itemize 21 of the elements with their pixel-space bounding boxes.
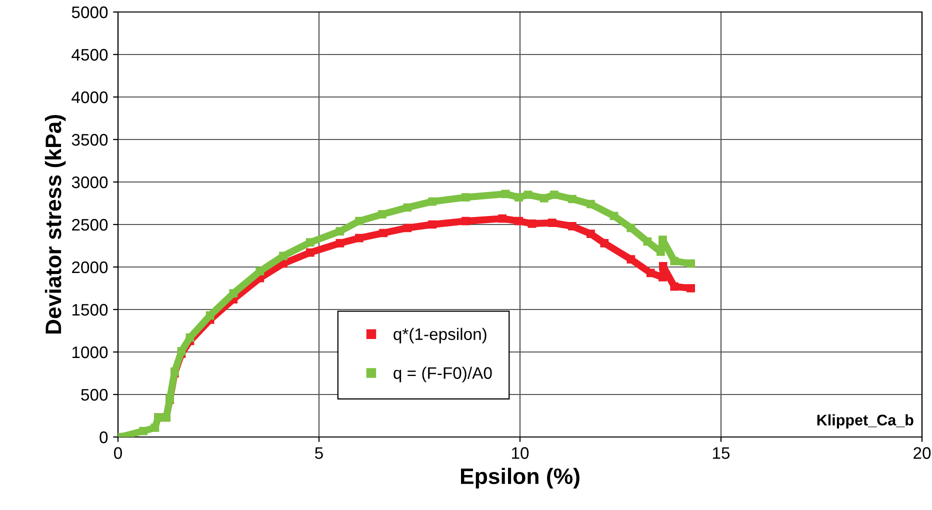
- x-tick-label: 15: [713, 447, 730, 459]
- y-tick-label: 4500: [72, 48, 108, 61]
- y-tick-label: 3500: [72, 134, 108, 146]
- y-tick-label: 1000: [72, 346, 108, 358]
- legend-label: q = (F-F0)/A0: [394, 366, 492, 382]
- y-tick-label: 3000: [72, 176, 108, 188]
- y-tick-label: 1500: [72, 304, 108, 316]
- x-axis-title: Epsilon (%): [460, 468, 580, 489]
- y-tick-label: 2500: [72, 218, 108, 231]
- y-tick-label: 2000: [72, 261, 108, 274]
- annotation: Klippet_Ca_b: [817, 414, 914, 428]
- x-tick-label: 0: [114, 447, 122, 459]
- x-tick-label: 10: [512, 447, 529, 459]
- y-axis-title: Deviator stress (kPa): [44, 115, 66, 334]
- y-tick-label: 500: [81, 388, 108, 401]
- x-tick-label: 20: [914, 447, 931, 459]
- legend-label: q*(1-epsilon): [394, 328, 486, 344]
- y-tick-label: 0: [100, 431, 108, 444]
- x-tick-label: 5: [315, 447, 323, 459]
- y-tick-label: 4000: [72, 91, 108, 104]
- y-tick-label: 5000: [72, 6, 108, 18]
